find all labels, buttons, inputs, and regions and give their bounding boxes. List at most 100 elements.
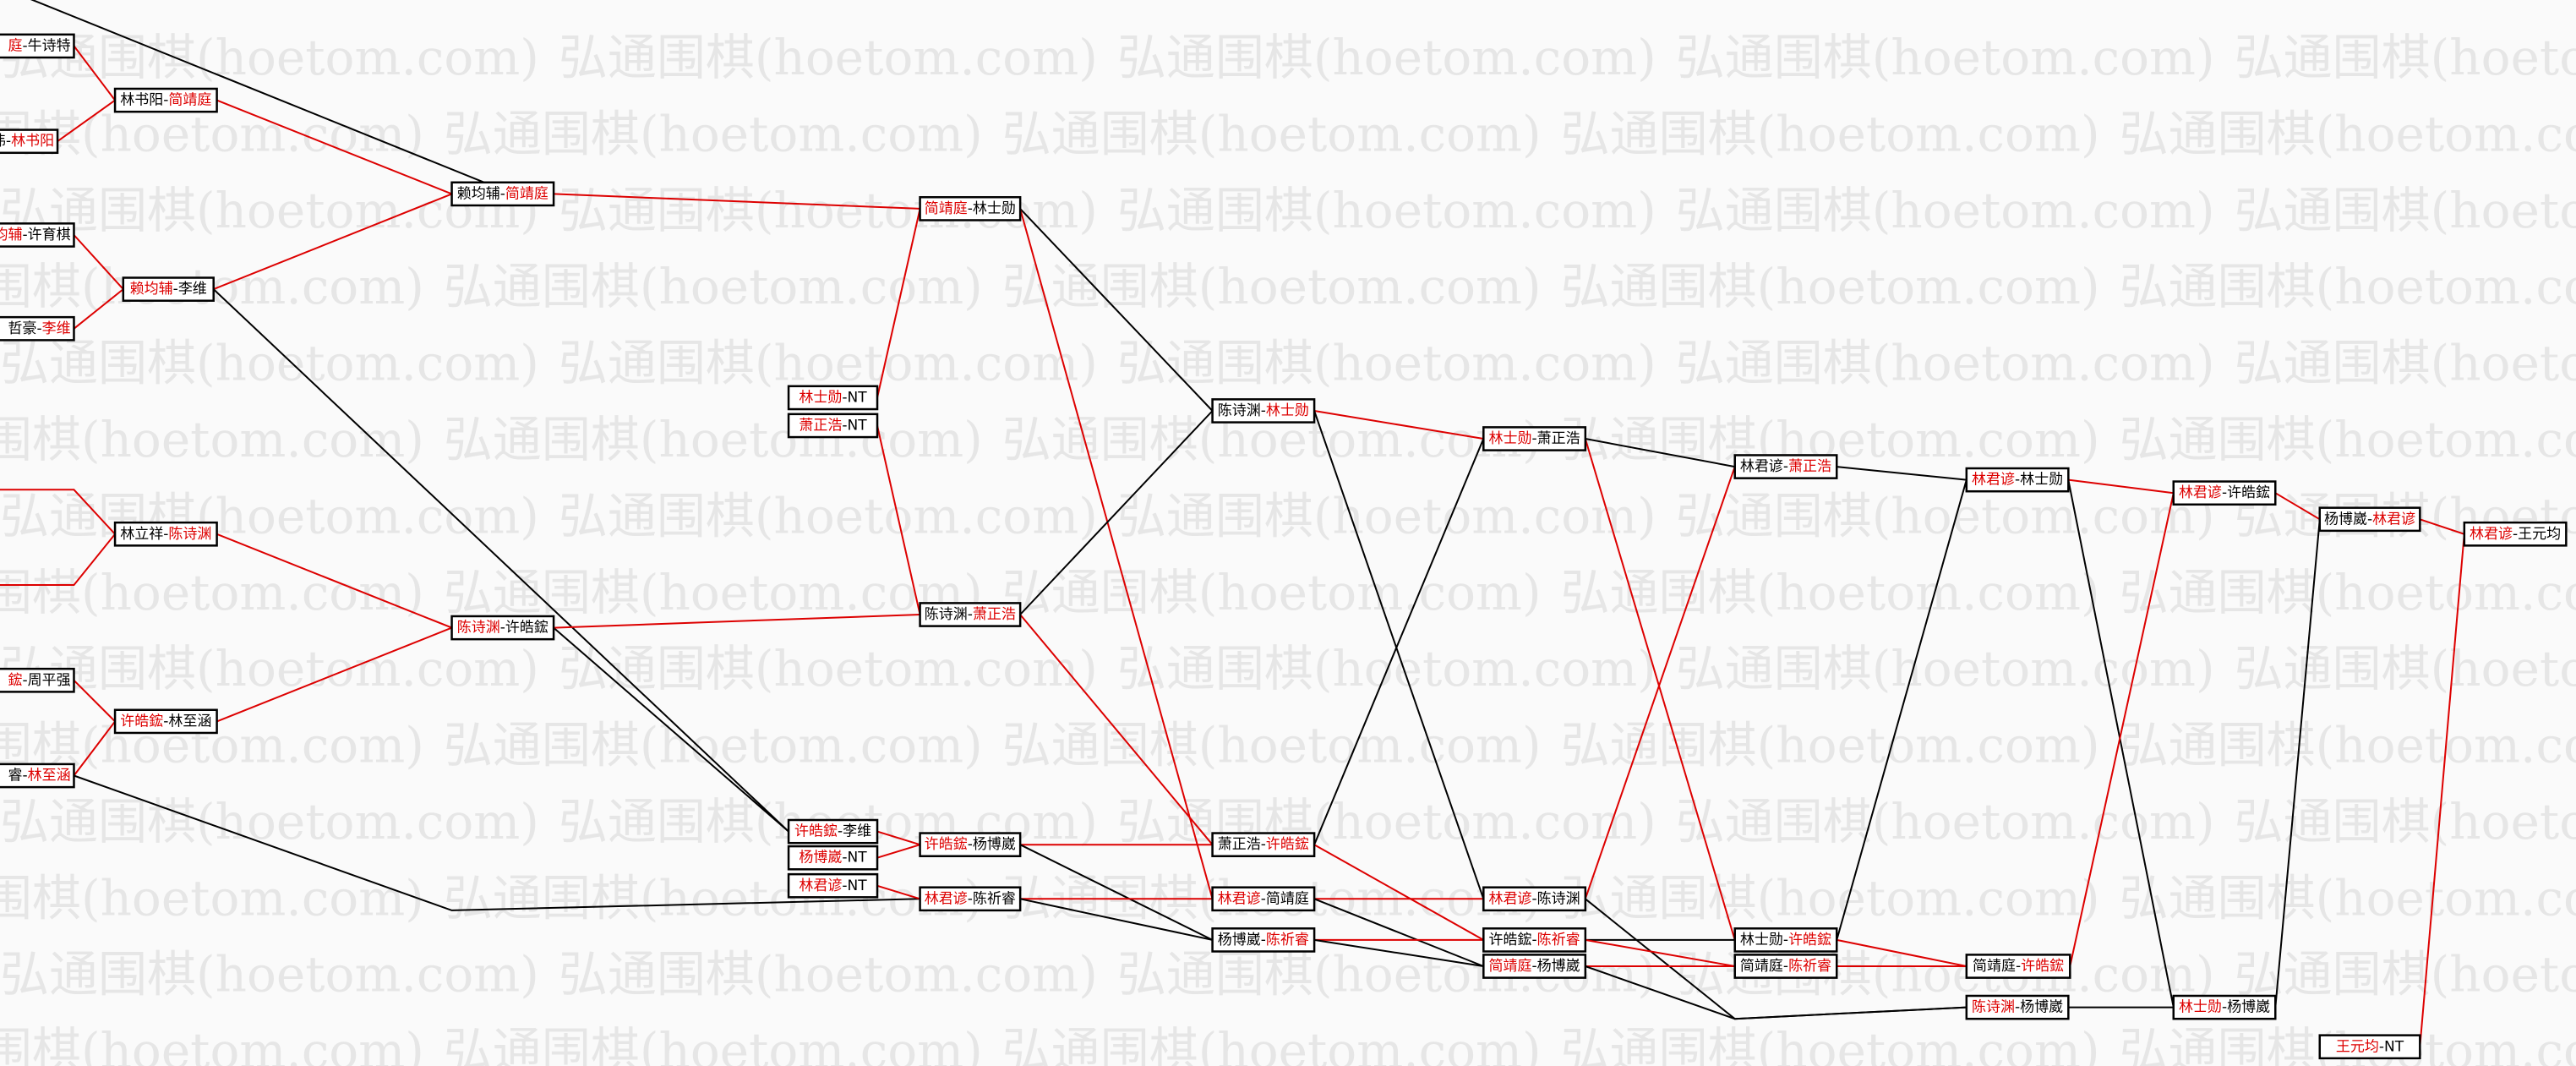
match-label: 林君谚-陈祈睿	[925, 890, 1016, 907]
bracket-edge	[2274, 519, 2321, 1008]
match-label: 林君谚-NT	[799, 877, 867, 894]
watermark: 弘通围棋(hoetom.com)	[1002, 1022, 1542, 1066]
match-node: 杨博崴-陈祈睿	[1211, 927, 1316, 953]
player: 林士勋	[2179, 999, 2222, 1016]
separator: -	[2379, 1038, 2384, 1055]
bracket-edge	[73, 680, 116, 723]
match-node: 许皓鋐-林至涵	[113, 708, 218, 735]
watermark: 弘通围棋(hoetom.com)	[0, 564, 424, 621]
watermark: 弘通围棋(hoetom.com)	[1676, 182, 2215, 239]
bracket-edge	[554, 193, 920, 210]
watermark: 弘通围棋(hoetom.com)	[2235, 182, 2576, 239]
match-label: 林君谚-简靖庭	[1218, 890, 1309, 907]
match-node: 陈诗渊-萧正浩	[919, 602, 1022, 627]
bracket-edge	[2069, 492, 2175, 967]
watermark: 弘通围棋(hoetom.com)	[1676, 640, 2215, 697]
player: 李维	[42, 320, 71, 337]
match-label: 均辅-许育棋	[0, 227, 71, 243]
player: 陈祈睿	[1788, 958, 1831, 975]
match-label: 林君谚-陈诗渊	[1489, 890, 1580, 907]
match-label: 鋐-周平强	[8, 672, 70, 689]
bracket-edge	[1019, 208, 1214, 899]
watermark: 弘通围棋(hoetom.com)	[1002, 564, 1542, 621]
player: 萧正浩	[1788, 458, 1831, 475]
separator: -	[1261, 932, 1266, 948]
player: 林君谚	[2179, 484, 2222, 501]
watermark: 弘通围棋(hoetom.com)	[559, 335, 1098, 392]
match-node: 陈诗渊-杨博崴	[1965, 994, 2070, 1020]
bracket-edge	[876, 425, 921, 615]
match-node: 林士勋-杨博崴	[2172, 994, 2277, 1020]
bracket-edge	[1019, 844, 1214, 941]
match-label: 简靖庭-杨博崴	[1489, 958, 1580, 975]
player: 许皓鋐	[794, 823, 838, 840]
match-box	[1482, 927, 1587, 953]
player: 陈祈睿	[1266, 932, 1309, 948]
bracket-edge	[1585, 965, 1967, 1020]
match-node: 林士勋-NT	[787, 385, 879, 411]
player: 陈诗渊	[1218, 402, 1261, 419]
bracket-edge	[1313, 898, 1484, 967]
match-node: 林君谚-简靖庭	[1211, 886, 1316, 912]
player: 杨博崴	[799, 850, 842, 866]
match-node: 萧正浩-NT	[787, 413, 879, 439]
match-node: 赖均辅-李维	[122, 276, 215, 302]
bracket-edge	[73, 45, 116, 101]
player: NT	[848, 417, 868, 434]
watermark: 弘通围棋(hoetom.com)	[1676, 335, 2215, 392]
match-node: 庭-牛诗特	[0, 33, 75, 59]
player: 林君谚	[2372, 511, 2415, 528]
match-node: 简靖庭-林士勋	[919, 196, 1022, 221]
separator: -	[1532, 958, 1537, 975]
bracket-edge	[30, 0, 530, 202]
separator: -	[2016, 958, 2021, 975]
watermark: 弘通围棋(hoetom.com)	[1117, 487, 1656, 544]
match-box	[919, 886, 1022, 912]
match-box	[113, 521, 218, 547]
player: 许皓鋐	[2021, 958, 2064, 975]
match-node: 鋐-周平强	[0, 667, 75, 693]
match-box	[0, 222, 75, 248]
match-label: 简靖庭-林士勋	[925, 200, 1016, 217]
match-label: 林君谚-萧正浩	[1740, 458, 1831, 475]
separator: -	[6, 133, 11, 150]
match-box	[2318, 1034, 2421, 1060]
match-node: 林士勋-萧正浩	[1482, 426, 1587, 451]
match-box	[2463, 521, 2568, 547]
watermark: 弘通围棋(hoetom.com)	[1561, 258, 2100, 315]
watermark: 弘通围棋(hoetom.com)	[2120, 411, 2576, 468]
bracket-edge	[213, 193, 452, 291]
separator: -	[842, 850, 847, 866]
player: 简靖庭	[1740, 958, 1783, 975]
bracket-edge	[2274, 492, 2321, 521]
player: NT	[2384, 1038, 2404, 1055]
match-box	[787, 413, 879, 439]
player: NT	[848, 850, 868, 866]
separator: -	[1783, 458, 1788, 475]
separator: -	[163, 526, 168, 543]
match-box	[113, 708, 218, 735]
separator: -	[1783, 932, 1788, 948]
player: NT	[848, 877, 868, 894]
watermark: 弘通围棋(hoetom.com)	[2235, 793, 2576, 850]
match-label: 林君谚-林士勋	[1972, 472, 2063, 489]
player: 李维	[178, 281, 207, 298]
match-label: 许皓鋐-陈祈睿	[1489, 932, 1580, 948]
match-label: 林君谚-王元均	[2470, 526, 2561, 543]
match-box	[0, 128, 59, 155]
match-node: 林君谚-陈诗渊	[1482, 886, 1587, 912]
watermark: 弘通围棋(hoetom.com)	[559, 487, 1098, 544]
player: 睿	[8, 768, 22, 784]
bracket-edge	[2419, 533, 2465, 1047]
watermark: 弘通围棋(hoetom.com)	[0, 335, 539, 392]
match-label: 杨博崴-林君谚	[2324, 511, 2415, 528]
watermark: 弘通围棋(hoetom.com)	[1002, 258, 1542, 315]
match-box	[1482, 426, 1587, 451]
bracket-edge	[1584, 438, 1736, 941]
player: NT	[848, 389, 868, 406]
separator: -	[1261, 402, 1266, 419]
player: 林君谚	[1489, 890, 1532, 907]
match-label: 林士勋-NT	[799, 389, 867, 406]
match-node: 林君谚-王元均	[2463, 521, 2568, 547]
separator: -	[1261, 890, 1266, 907]
